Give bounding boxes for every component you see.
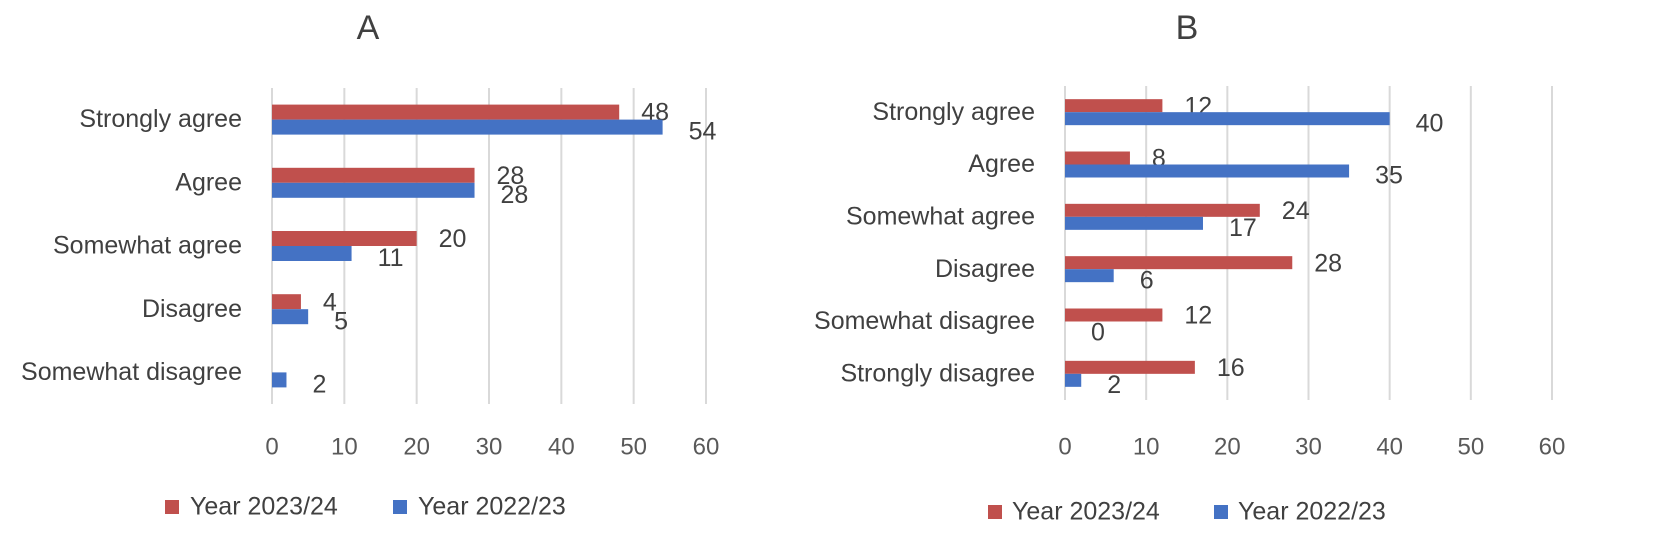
bar-2023-24	[1065, 308, 1163, 322]
bar-2023-24	[1065, 360, 1195, 374]
legend-swatch	[165, 500, 179, 514]
bar-2023-24	[1065, 151, 1130, 165]
bar-2023-24	[272, 104, 620, 120]
category-label: Agree	[175, 168, 242, 196]
legend-label: Year 2023/24	[190, 493, 338, 521]
data-label: 4	[323, 288, 337, 316]
x-tick-label: 30	[476, 433, 503, 460]
bar-2023-24	[272, 231, 417, 246]
category-label: Disagree	[142, 295, 242, 323]
category-label: Strongly agree	[872, 98, 1035, 126]
x-tick-label: 40	[548, 433, 575, 460]
data-label: 16	[1217, 354, 1245, 382]
bar-2022-23	[1065, 164, 1350, 178]
chart-title: B	[1176, 9, 1199, 47]
category-label: Strongly agree	[79, 105, 242, 133]
data-label: 54	[689, 118, 717, 146]
bar-2022-23	[1065, 269, 1114, 283]
bar-2022-23	[1065, 373, 1082, 387]
data-label: 28	[497, 162, 525, 190]
data-label: 0	[1091, 319, 1105, 347]
category-label: Somewhat agree	[53, 232, 242, 260]
x-tick-label: 50	[620, 433, 647, 460]
bar-2023-24	[272, 167, 475, 183]
x-tick-label: 30	[1295, 433, 1322, 460]
data-label: 40	[1416, 109, 1444, 137]
category-label: Strongly disagree	[840, 359, 1035, 387]
bar-2022-23	[272, 182, 475, 198]
x-tick-label: 60	[1539, 433, 1566, 460]
x-tick-label: 10	[1133, 433, 1160, 460]
x-tick-label: 0	[1058, 433, 1071, 460]
legend-swatch	[1214, 505, 1228, 519]
legend-label: Year 2022/23	[418, 493, 566, 521]
data-label: 17	[1229, 214, 1257, 242]
legend-label: Year 2023/24	[1012, 498, 1160, 526]
category-label: Agree	[968, 150, 1035, 178]
bar-2023-24	[1065, 256, 1293, 270]
x-tick-label: 20	[403, 433, 430, 460]
data-label: 6	[1140, 266, 1154, 294]
data-label: 2	[1107, 371, 1121, 399]
data-label: 28	[1314, 249, 1342, 277]
bar-2022-23	[272, 246, 352, 261]
legend-swatch	[988, 505, 1002, 519]
legend-label: Year 2022/23	[1238, 498, 1386, 526]
category-label: Disagree	[935, 255, 1035, 283]
bar-2022-23	[1065, 112, 1390, 126]
bar-2022-23	[272, 309, 309, 325]
data-label: 12	[1184, 302, 1212, 330]
data-label: 28	[501, 181, 529, 209]
data-label: 11	[378, 244, 404, 272]
bar-2022-23	[272, 119, 663, 135]
x-tick-label: 10	[331, 433, 358, 460]
bar-2023-24	[1065, 203, 1260, 217]
data-label: 35	[1375, 162, 1403, 190]
bar-2023-24	[272, 294, 301, 310]
x-tick-label: 40	[1376, 433, 1403, 460]
data-label: 20	[439, 225, 467, 253]
chart-title: A	[357, 9, 380, 47]
bar-2023-24	[1065, 99, 1163, 113]
x-tick-label: 0	[265, 433, 278, 460]
category-label: Somewhat disagree	[21, 358, 242, 386]
x-tick-label: 60	[693, 433, 720, 460]
bar-2022-23	[272, 372, 287, 388]
category-label: Somewhat agree	[846, 202, 1035, 230]
data-label: 5	[334, 307, 348, 335]
bar-2022-23	[1065, 216, 1203, 230]
data-label: 24	[1282, 197, 1310, 225]
data-label: 2	[312, 371, 326, 399]
category-label: Somewhat disagree	[814, 307, 1035, 335]
x-tick-label: 50	[1457, 433, 1484, 460]
x-tick-label: 20	[1214, 433, 1241, 460]
legend-swatch	[393, 500, 407, 514]
